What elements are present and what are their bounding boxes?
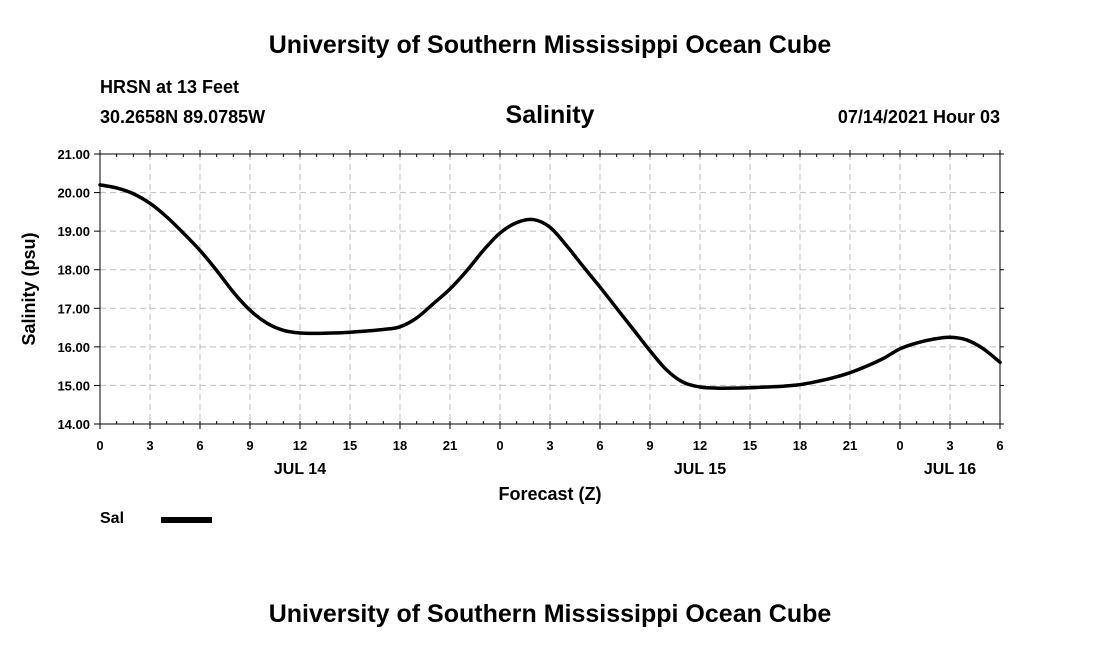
date-labels: JUL 14 JUL 15 JUL 16 — [274, 461, 976, 478]
plot-frame — [99, 153, 1001, 425]
y-axis-label: Salinity (psu) — [19, 232, 39, 345]
y-tick-label: 19.00 — [57, 224, 90, 239]
date-label: JUL 16 — [924, 461, 976, 478]
date-label: JUL 15 — [674, 461, 726, 478]
series-line-sal — [98, 183, 1002, 390]
legend-label: Sal — [100, 510, 125, 527]
date-label: JUL 14 — [274, 461, 326, 478]
station-label: HRSN at 13 Feet — [100, 77, 240, 97]
x-tick-label: 3 — [546, 438, 553, 453]
x-tick-label: 12 — [293, 438, 307, 453]
x-axis-ticks: 0 3 6 9 12 15 18 21 0 3 6 9 12 15 18 21 0 3 6 — [96, 150, 1004, 453]
x-tick-label: 6 — [596, 438, 603, 453]
y-tick-label: 14.00 — [57, 417, 90, 432]
x-tick-label: 15 — [343, 438, 357, 453]
chart-title: Salinity — [505, 101, 595, 129]
x-tick-label: 12 — [693, 438, 707, 453]
station-coordinates: 30.2658N 89.0785W — [100, 107, 266, 127]
x-tick-label: 18 — [793, 438, 807, 453]
legend-swatch — [161, 517, 212, 523]
x-tick-label: 0 — [496, 438, 503, 453]
x-tick-label: 0 — [896, 438, 903, 453]
x-tick-label: 0 — [96, 438, 103, 453]
x-tick-label: 15 — [743, 438, 757, 453]
x-tick-label: 9 — [246, 438, 253, 453]
y-axis-ticks: 14.00 15.00 16.00 17.00 18.00 19.00 20.00 21.00 — [57, 147, 1004, 432]
x-tick-label: 3 — [146, 438, 153, 453]
x-tick-label: 6 — [196, 438, 203, 453]
x-tick-label: 6 — [996, 438, 1003, 453]
y-tick-label: 18.00 — [57, 263, 90, 278]
y-tick-label: 20.00 — [57, 186, 90, 201]
x-tick-label: 3 — [946, 438, 953, 453]
forecast-datetime: 07/14/2021 Hour 03 — [837, 107, 1000, 127]
y-tick-label: 16.00 — [57, 340, 90, 355]
x-tick-label: 21 — [843, 438, 857, 453]
top-title: University of Southern Mississippi Ocean… — [268, 31, 832, 59]
y-tick-label: 15.00 — [57, 378, 90, 393]
x-tick-label: 21 — [443, 438, 457, 453]
bottom-title: University of Southern Mississippi Ocean… — [268, 600, 832, 628]
grid — [100, 154, 1000, 424]
x-tick-label: 9 — [646, 438, 653, 453]
x-tick-label: 18 — [393, 438, 407, 453]
series-layer — [98, 183, 1002, 390]
y-tick-label: 21.00 — [57, 147, 90, 162]
x-axis-label: Forecast (Z) — [498, 484, 601, 504]
y-tick-label: 17.00 — [57, 301, 90, 316]
